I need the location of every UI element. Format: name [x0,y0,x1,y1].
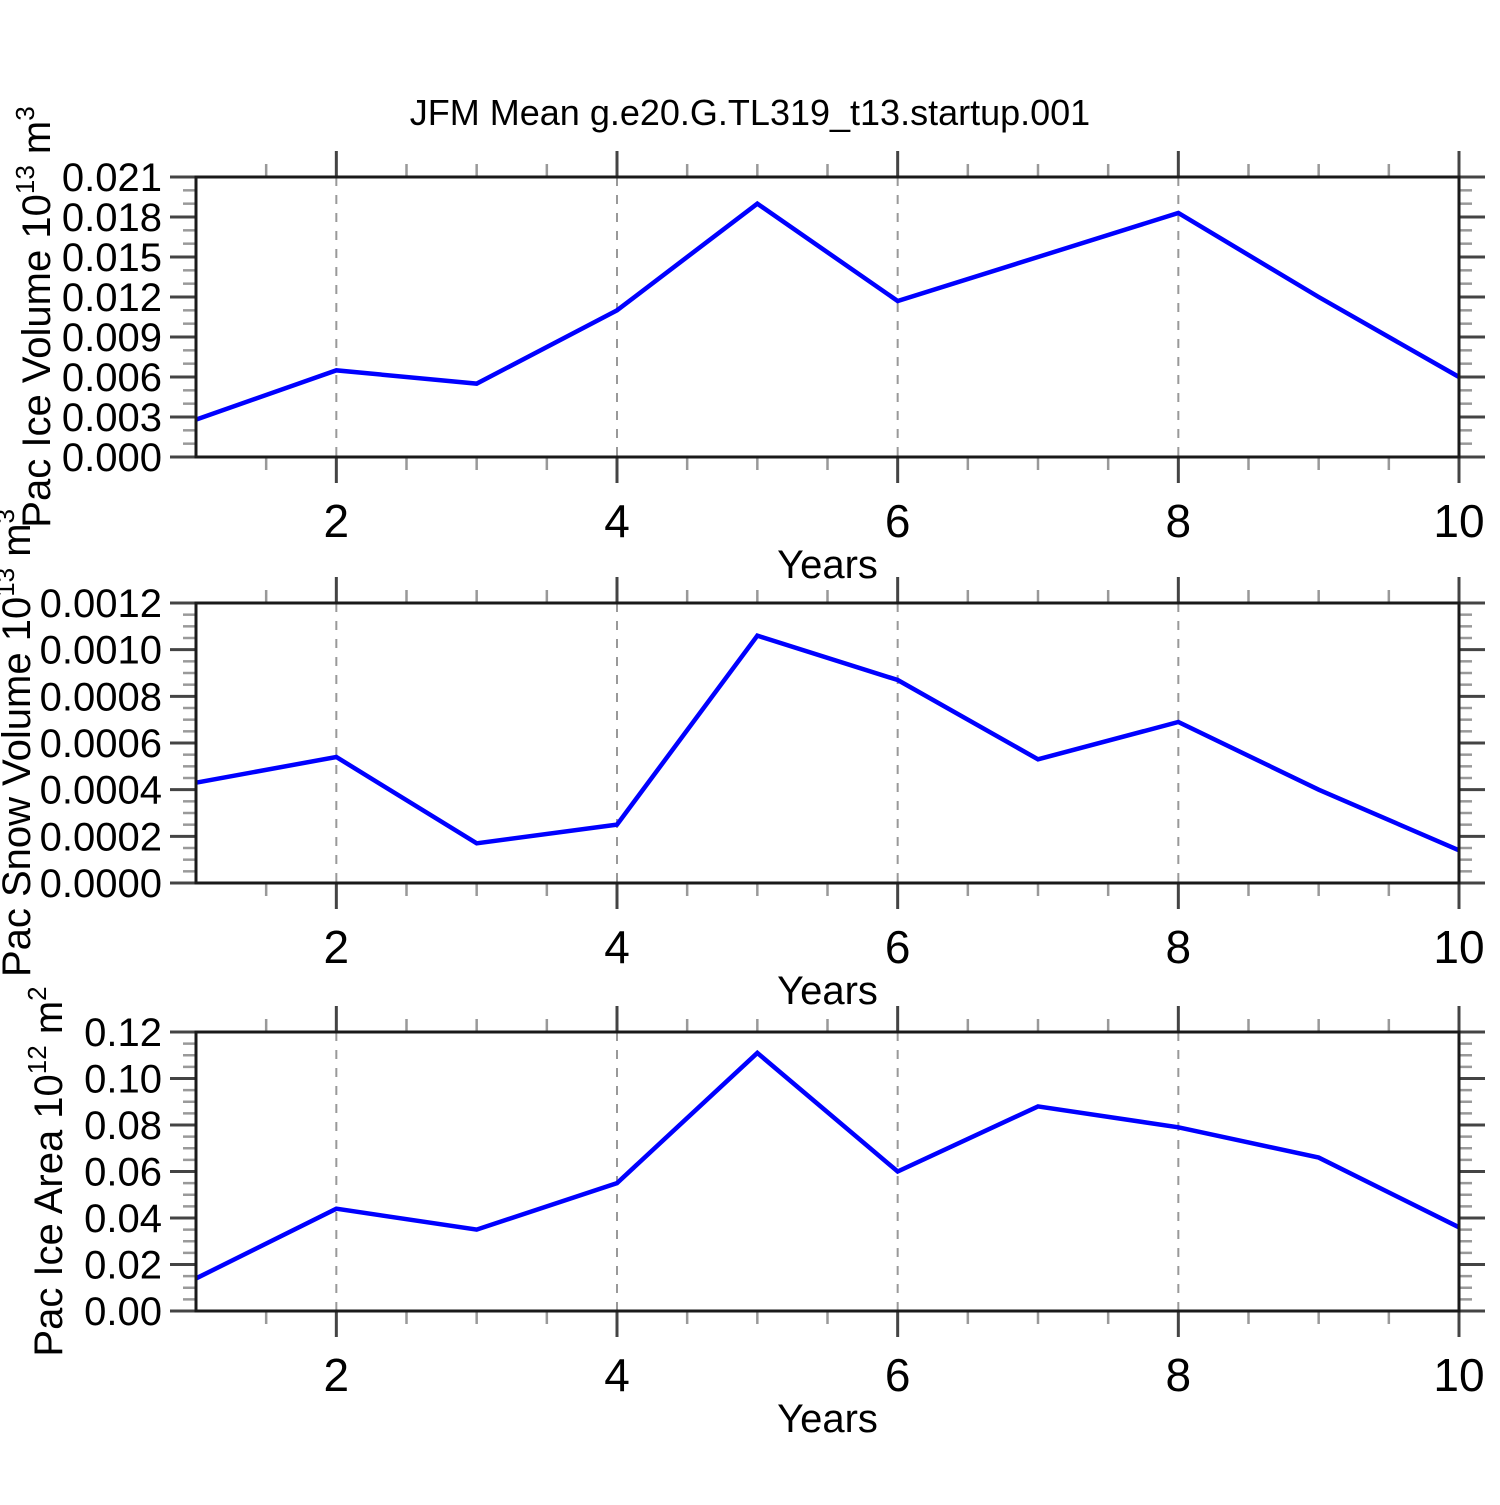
plot-frame-pac-snow-volume [194,601,1461,885]
x-tick-label: 6 [885,921,911,973]
y-tick-label: 0.012 [62,276,162,320]
y-tick-label: 0.0002 [40,815,162,859]
y-tick-label: 0.02 [84,1244,162,1288]
y-tick-label: 0.12 [84,1011,162,1055]
x-tick-label: 8 [1166,495,1192,547]
x-tick-label: 4 [604,495,630,547]
plot-frame-pac-ice-area [194,1030,1461,1313]
figure-title: JFM Mean g.e20.G.TL319_t13.startup.001 [409,92,1091,133]
data-line-pac-ice-volume [195,200,1461,422]
x-tick-label: 8 [1166,1349,1192,1401]
x-tick-label: 2 [324,1349,350,1401]
data-line-pac-ice-area [194,1049,1461,1281]
y-tick-label: 0.06 [84,1151,162,1195]
x-tick-label: 2 [324,921,350,973]
y-tick-label: 0.000 [62,436,162,480]
y-tick-label: 0.018 [62,196,162,240]
plot-frame-pac-ice-volume [194,175,1461,459]
x-tick-label: 4 [604,1349,630,1401]
y-axis-title: Pac Snow Volume 1013 m3 [0,509,39,977]
x-tick-label: 10 [1433,495,1484,547]
y-tick-label: 0.00 [84,1290,162,1334]
x-axis-title: Years [777,543,878,587]
x-axis-title: Years [777,1397,878,1441]
y-tick-label: 0.08 [84,1104,162,1148]
y-tick-label: 0.10 [84,1058,162,1102]
x-tick-label: 8 [1166,921,1192,973]
y-tick-label: 0.0006 [40,722,162,766]
y-tick-label: 0.0000 [40,862,162,906]
y-axis-title: Pac Ice Volume 1013 m3 [10,106,59,527]
y-tick-label: 0.0010 [40,629,162,673]
x-tick-label: 2 [324,495,350,547]
x-tick-label: 10 [1433,1349,1484,1401]
x-tick-label: 6 [885,1349,911,1401]
x-tick-label: 10 [1433,921,1484,973]
y-tick-label: 0.015 [62,236,162,280]
y-tick-label: 0.009 [62,316,162,360]
y-tick-label: 0.04 [84,1197,162,1241]
y-tick-label: 0.003 [62,396,162,440]
y-tick-label: 0.0008 [40,675,162,719]
y-tick-label: 0.0004 [40,769,162,813]
x-tick-label: 6 [885,495,911,547]
y-tick-label: 0.021 [62,156,162,200]
x-tick-label: 4 [604,921,630,973]
y-tick-label: 0.006 [62,356,162,400]
y-tick-label: 0.0012 [40,582,162,626]
y-axis-title: Pac Ice Area 1012 m2 [22,986,71,1356]
data-line-pac-snow-volume [195,633,1460,853]
x-axis-title: Years [777,969,878,1013]
